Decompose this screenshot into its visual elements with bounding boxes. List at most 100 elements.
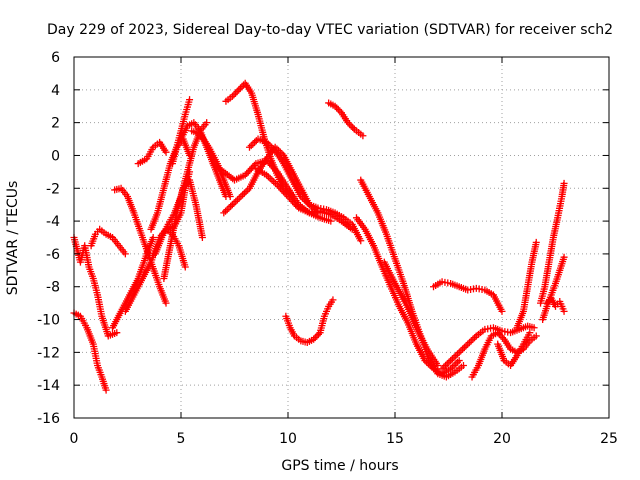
data-point xyxy=(453,358,461,366)
data-point xyxy=(225,204,233,212)
data-point xyxy=(560,179,568,187)
data-point xyxy=(266,160,274,168)
x-tick-label: 5 xyxy=(177,431,186,447)
data-point xyxy=(102,386,110,394)
data-point xyxy=(249,163,257,171)
data-point xyxy=(223,206,231,214)
data-point xyxy=(346,120,354,128)
data-point xyxy=(113,329,121,337)
data-point xyxy=(452,360,460,368)
data-point xyxy=(560,307,568,315)
y-tick-label: 0 xyxy=(51,148,60,164)
data-point xyxy=(241,171,249,179)
data-point xyxy=(465,339,473,347)
y-tick-label: 2 xyxy=(51,116,60,132)
data-point xyxy=(284,192,292,200)
data-point xyxy=(357,237,365,245)
data-point xyxy=(450,353,458,361)
data-point xyxy=(286,194,294,202)
data-point xyxy=(336,107,344,115)
data-point xyxy=(228,201,236,209)
data-point xyxy=(233,87,241,95)
series-track-30 xyxy=(537,179,568,307)
data-point xyxy=(232,89,240,97)
series-track-7 xyxy=(134,138,170,168)
data-point xyxy=(272,179,280,187)
data-point xyxy=(281,189,289,197)
data-point xyxy=(457,347,465,355)
data-point xyxy=(289,197,297,205)
data-point xyxy=(181,263,189,271)
y-tick-label: -2 xyxy=(46,181,60,197)
data-point xyxy=(244,168,252,176)
x-tick-label: 25 xyxy=(600,431,618,447)
series-track-25 xyxy=(430,278,506,315)
data-points xyxy=(70,79,568,394)
y-tick-label: -6 xyxy=(46,247,60,263)
y-tick-label: 6 xyxy=(51,50,60,66)
series-track-26 xyxy=(438,322,538,373)
data-point xyxy=(237,192,245,200)
data-point xyxy=(329,296,337,304)
data-point xyxy=(290,199,298,207)
x-axis-label: GPS time / hours xyxy=(281,458,398,474)
y-tick-label: -16 xyxy=(37,411,60,427)
y-axis-label: SDTVAR / TECUs xyxy=(5,181,21,296)
data-point xyxy=(459,345,467,353)
data-point xyxy=(313,332,321,340)
data-point xyxy=(292,201,300,209)
data-point xyxy=(314,330,322,338)
data-point xyxy=(471,334,479,342)
data-point xyxy=(455,357,463,365)
data-point xyxy=(310,335,318,343)
data-point xyxy=(198,234,206,241)
data-point xyxy=(462,342,470,350)
y-tick-label: -4 xyxy=(46,214,60,230)
data-point xyxy=(275,183,283,191)
series-track-21 xyxy=(325,99,367,140)
data-point xyxy=(447,357,455,365)
data-point xyxy=(250,161,258,169)
data-point xyxy=(530,324,538,332)
data-point xyxy=(469,335,477,343)
data-point xyxy=(460,343,468,351)
data-point xyxy=(228,92,236,100)
data-point xyxy=(452,352,460,360)
y-tick-label: -8 xyxy=(46,280,60,296)
data-point xyxy=(149,234,157,241)
data-point xyxy=(186,168,194,176)
data-point xyxy=(235,86,243,94)
data-point xyxy=(246,166,254,174)
data-point xyxy=(245,143,253,151)
data-point xyxy=(443,360,451,368)
data-point xyxy=(344,119,352,127)
series-track-24 xyxy=(380,258,442,369)
data-point xyxy=(227,202,235,210)
data-point xyxy=(269,163,277,171)
data-point xyxy=(239,191,247,199)
data-point xyxy=(249,140,257,148)
data-point xyxy=(434,361,442,369)
data-point xyxy=(247,142,255,150)
y-tick-label: -10 xyxy=(37,313,60,329)
data-point xyxy=(532,332,540,340)
data-point xyxy=(467,337,475,345)
data-point xyxy=(121,250,129,258)
x-tick-label: 15 xyxy=(386,431,404,447)
data-point xyxy=(252,137,260,145)
data-point xyxy=(270,165,278,173)
data-point xyxy=(347,122,355,130)
data-point xyxy=(448,355,456,363)
data-point xyxy=(498,307,506,315)
data-point xyxy=(235,194,243,202)
series-track-11 xyxy=(164,168,194,233)
data-point xyxy=(333,104,341,112)
y-tick-label: 4 xyxy=(51,83,60,99)
data-point xyxy=(267,161,275,169)
series-track-32 xyxy=(543,294,568,315)
data-point xyxy=(464,340,472,348)
data-point xyxy=(359,132,367,140)
data-point xyxy=(162,148,170,156)
data-point xyxy=(240,189,248,197)
